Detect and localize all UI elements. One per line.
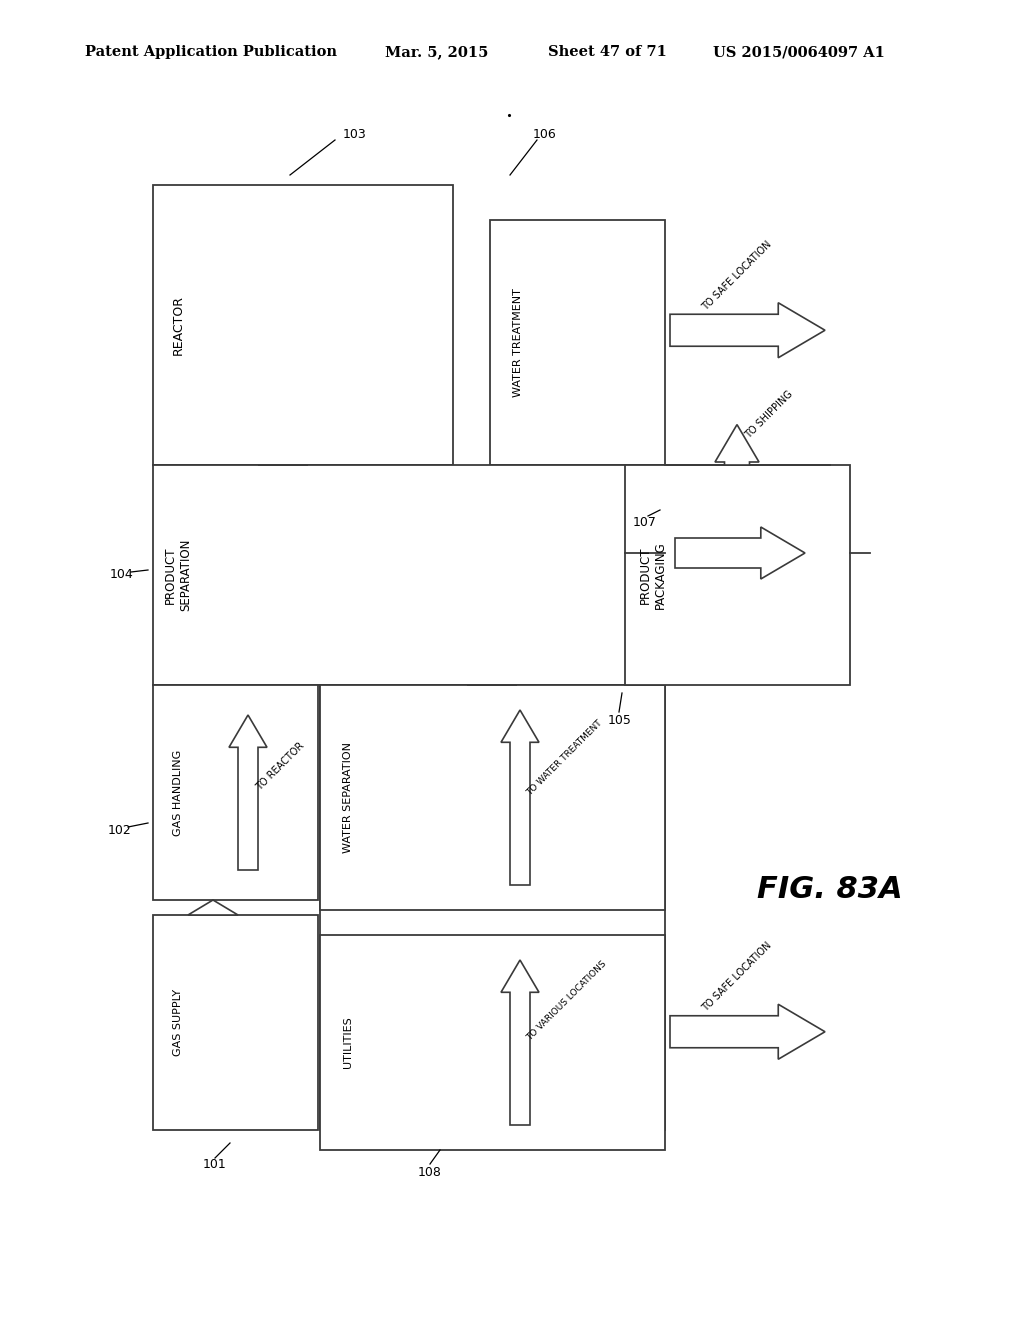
Text: 108: 108	[418, 1166, 442, 1179]
Text: TO REACTOR: TO REACTOR	[254, 741, 306, 792]
Text: TO VARIOUS LOCATIONS: TO VARIOUS LOCATIONS	[525, 960, 608, 1043]
Text: WATER SEPARATION: WATER SEPARATION	[343, 742, 353, 853]
Polygon shape	[188, 900, 238, 915]
Bar	[153, 185, 453, 465]
Bar	[319, 685, 665, 1130]
Text: 106: 106	[534, 128, 557, 141]
Text: GAS HANDLING: GAS HANDLING	[173, 750, 183, 836]
Text: GAS SUPPLY: GAS SUPPLY	[173, 989, 183, 1056]
Text: Mar. 5, 2015: Mar. 5, 2015	[385, 45, 488, 59]
Polygon shape	[670, 1005, 825, 1059]
Text: TO WATER TREATMENT: TO WATER TREATMENT	[525, 718, 604, 797]
Polygon shape	[670, 302, 825, 358]
Bar	[319, 685, 665, 909]
Text: FIG. 83A: FIG. 83A	[757, 875, 903, 904]
Text: Sheet 47 of 71: Sheet 47 of 71	[548, 45, 667, 59]
Bar	[153, 685, 318, 900]
Text: REACTOR: REACTOR	[171, 294, 184, 355]
Text: WATER TREATMENT: WATER TREATMENT	[513, 288, 523, 397]
Bar	[153, 915, 318, 1130]
Polygon shape	[715, 425, 759, 465]
Text: 105: 105	[608, 714, 632, 726]
Polygon shape	[229, 715, 267, 870]
Text: 107: 107	[633, 516, 657, 529]
Bar	[490, 220, 665, 465]
Text: US 2015/0064097 A1: US 2015/0064097 A1	[713, 45, 885, 59]
Text: Patent Application Publication: Patent Application Publication	[85, 45, 337, 59]
Bar	[319, 935, 665, 1150]
Text: TO SAFE LOCATION: TO SAFE LOCATION	[700, 941, 773, 1014]
Text: TO SAFE LOCATION: TO SAFE LOCATION	[700, 239, 773, 313]
Polygon shape	[501, 960, 539, 1125]
Text: 102: 102	[109, 824, 132, 837]
Text: 104: 104	[111, 569, 134, 582]
Text: 101: 101	[203, 1159, 227, 1172]
Polygon shape	[501, 710, 539, 884]
Text: TO SHIPPING: TO SHIPPING	[743, 388, 795, 440]
Bar	[153, 465, 665, 685]
Text: PRODUCT
SEPARATION: PRODUCT SEPARATION	[164, 539, 193, 611]
Polygon shape	[675, 527, 805, 579]
Text: 103: 103	[343, 128, 367, 141]
Text: UTILITIES: UTILITIES	[343, 1016, 353, 1068]
Text: PRODUCT
PACKAGING: PRODUCT PACKAGING	[639, 541, 667, 609]
Bar	[625, 465, 850, 685]
